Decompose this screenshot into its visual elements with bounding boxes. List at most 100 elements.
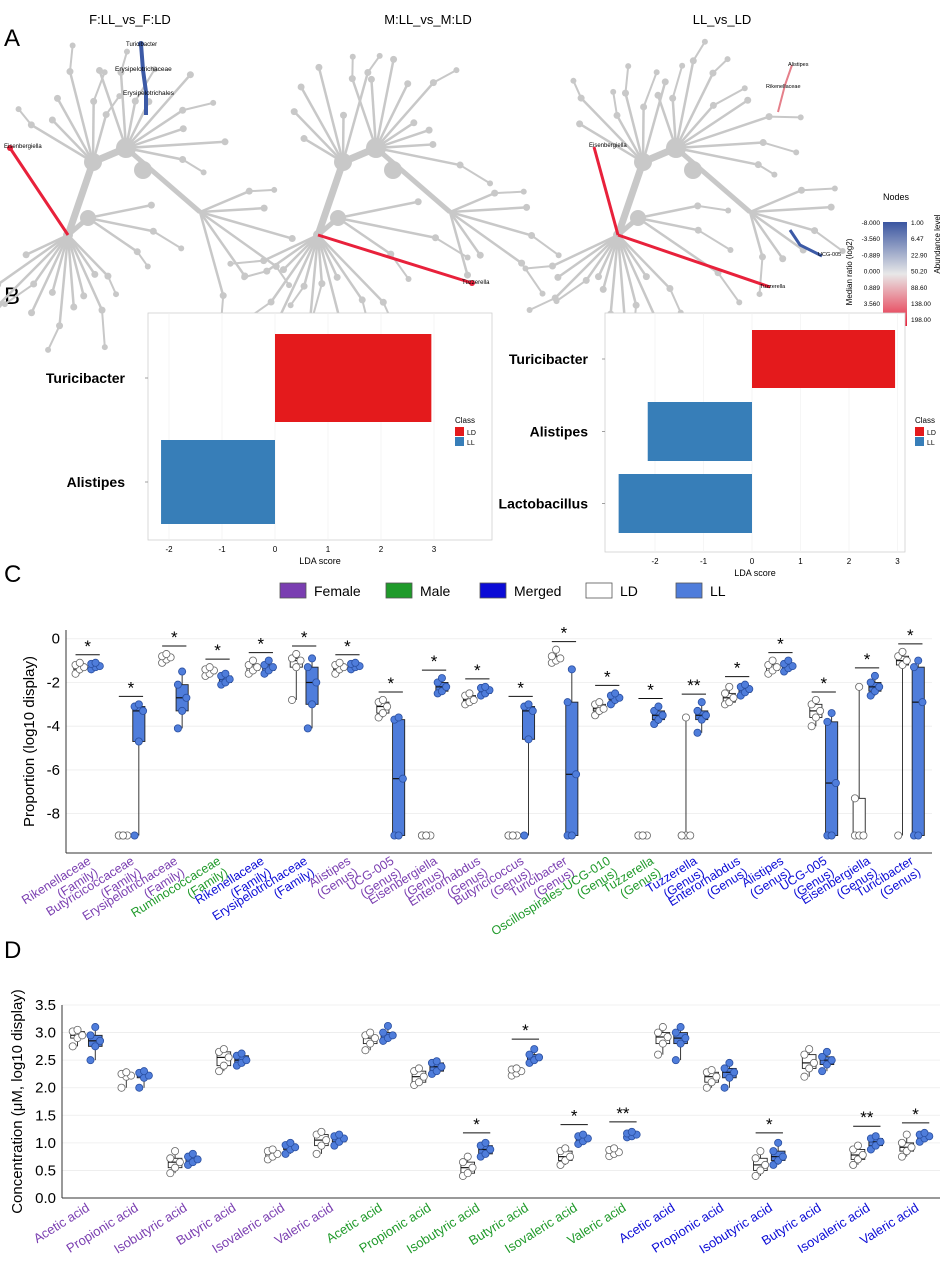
tree-branch [616,234,638,306]
tree-branch [276,234,320,323]
data-point-ld [761,1160,770,1169]
data-point-ld [902,1130,911,1139]
data-point-ll [394,713,403,722]
tree-node [1,301,8,308]
data-point-ll [379,1028,388,1037]
tree-node [210,99,217,106]
tree-branch [602,234,620,290]
data-point-ll [720,1064,729,1073]
data-point-ll [134,737,143,746]
tree-branch [125,73,192,149]
tree-node [453,67,460,74]
tree-hub-node [334,153,352,171]
abundance-value: 198.00 [911,317,931,324]
tree-branch [367,55,381,74]
tree-branch [617,234,671,290]
data-point-ll [827,709,836,718]
data-point-ll [866,678,875,687]
tree-branch [289,285,305,306]
data-point-ll [237,1049,246,1058]
legend-swatch-merged [479,582,507,599]
data-point-ll [818,1067,827,1076]
tree-branch [578,122,644,164]
tree-branch [717,272,741,304]
data-point-ld [712,1072,721,1081]
data-point-ll [769,1147,778,1156]
tree-branch [555,279,587,302]
x-tick-label: 0 [750,557,755,566]
tree-node [0,301,3,308]
data-point-ll [437,1062,446,1071]
tree-branch [675,146,759,166]
ratio-value: -0.889 [862,252,881,259]
data-point-ll [535,1053,544,1062]
tree-branch [585,234,620,282]
category-label: Alistipes [530,424,589,440]
tree-node [297,83,305,91]
tree-branch [337,216,392,256]
significance-marker: * [84,637,91,656]
legend-swatch [455,437,464,446]
tree-node [179,125,187,133]
tree-node [653,69,660,76]
data-point-ll [528,706,537,715]
tree-node [404,80,412,88]
tree-hub-node [384,161,402,179]
data-point-ll [303,663,312,672]
tree-branch [51,234,70,293]
data-point-ll [823,717,832,726]
y-axis-label: Concentration (μM, log10 display) [9,989,26,1214]
data-point-ll [188,1149,197,1158]
tree-branch [68,71,95,163]
tree-node [414,198,422,206]
significance-marker: * [214,641,221,660]
data-point-ll [525,1050,534,1059]
data-point-ll [914,656,923,665]
data-point-ld [677,831,686,840]
data-point-ld [898,647,907,656]
data-point-ll [654,702,663,711]
data-point-ll [693,728,702,737]
significance-marker: * [604,667,611,686]
y-tick-label: 0.5 [35,1162,56,1179]
tree-hub-node [634,153,652,171]
abundance-value: 50.20 [911,269,928,276]
data-point-ld [702,1083,711,1092]
tree-branch [374,83,409,149]
tree-branch [580,97,644,163]
data-point-ld [552,645,561,654]
tree-node [701,38,708,45]
tree-branch [66,234,104,311]
tree-node [45,346,52,353]
tree-hub-node [134,161,152,179]
tree-branch [749,210,815,232]
node-label: Eisenbergiella [589,143,627,149]
data-point-ld [897,1152,906,1161]
tree-branch [152,230,182,250]
tree-branch [66,234,85,297]
tree-branch [51,119,94,163]
data-point-ll [725,1073,734,1082]
legend-label: LD [467,430,476,437]
lda-bar [647,402,752,461]
highlight-branch-pink [777,64,793,113]
y-axis-label: Proportion (log10 display) [21,656,38,827]
tree-node [367,75,375,83]
tree-node [741,85,748,92]
y-tick-label: 1.0 [35,1135,56,1152]
tree-branch [17,108,33,126]
tree-node [340,111,348,119]
panel-label-a: A [4,25,20,52]
ratio-value: -3.560 [862,236,881,243]
ratio-value: 0.000 [864,269,881,276]
tree-branch [302,234,320,287]
tree-branch [67,234,109,277]
legend-swatch-ll [675,582,703,599]
lda-bar [618,474,752,533]
tree-node [831,185,838,192]
tree-node [539,290,546,297]
data-point-ld [122,1068,131,1077]
tree-branch [675,99,749,150]
tree-branch [282,234,319,271]
